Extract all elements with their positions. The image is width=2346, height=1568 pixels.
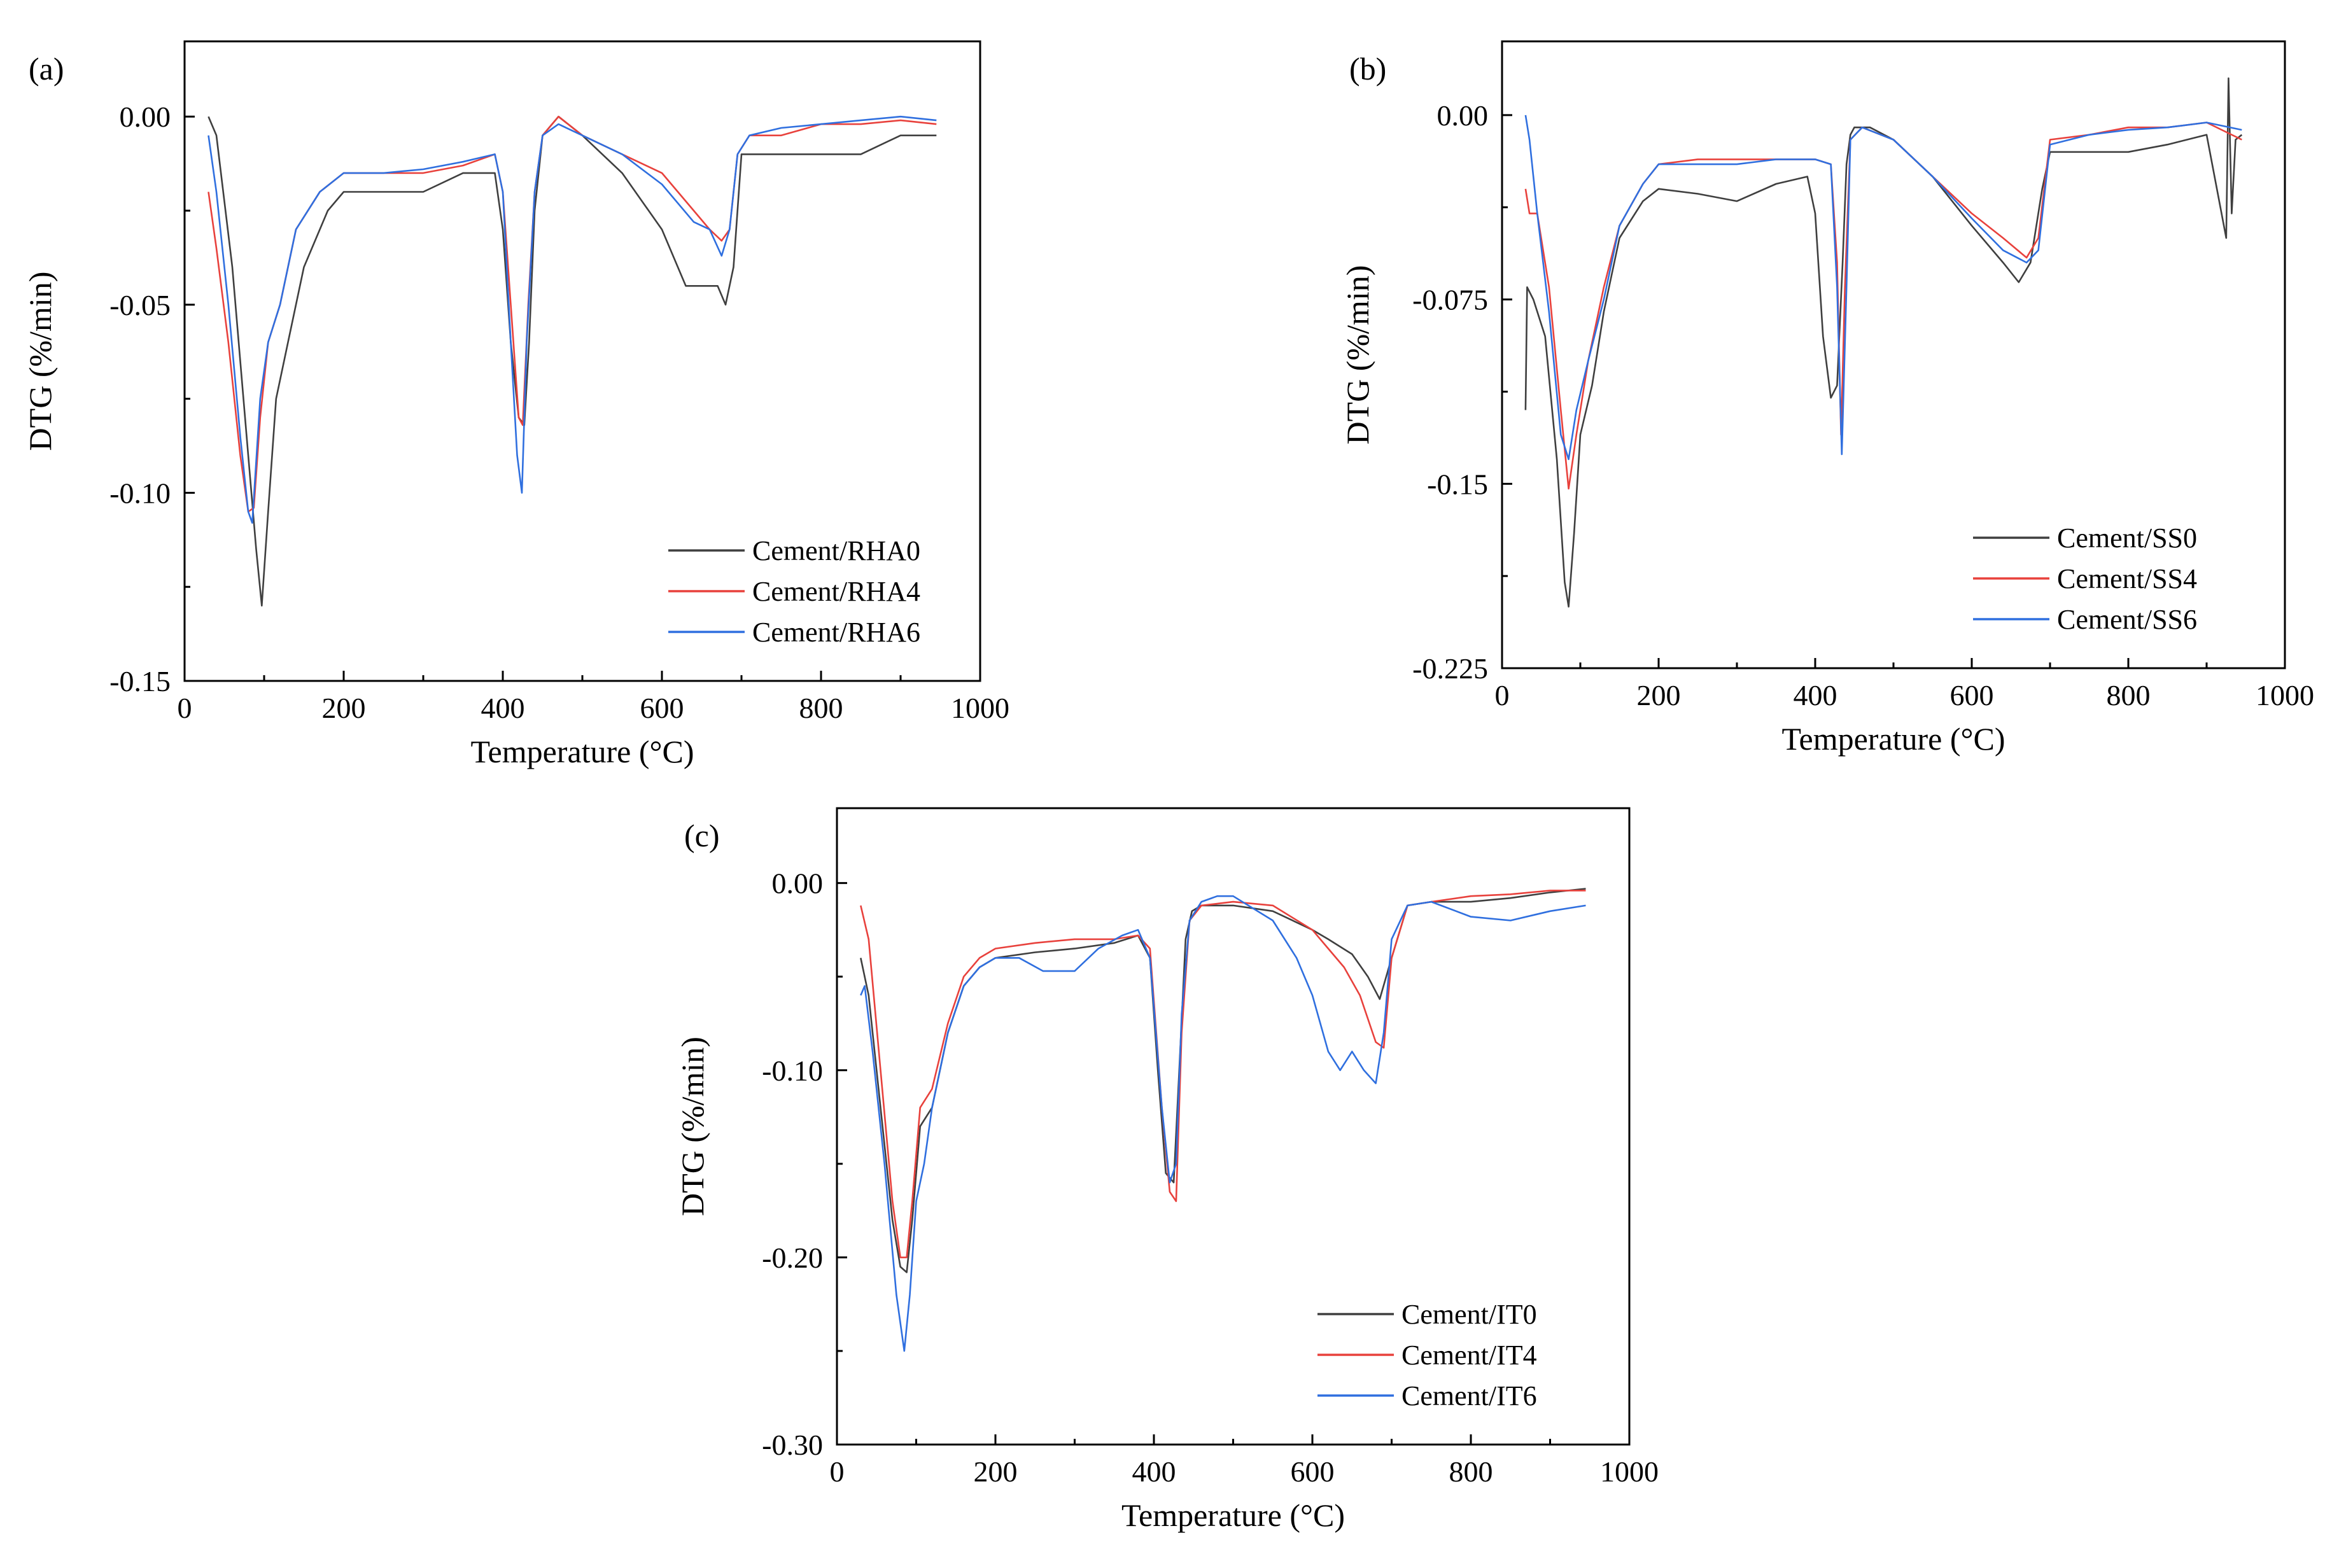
y-tick-label-c-3: -0.30 (762, 1429, 823, 1461)
series-line-cement-rha0 (207, 115, 937, 607)
y-tick-label-a-1: -0.05 (109, 289, 171, 321)
y-axis-title-b: DTG (%/min) (1340, 265, 1375, 445)
x-tick-label-b-4: 800 (2107, 679, 2151, 711)
legend-a: Cement/RHA0 Cement/RHA4 Cement/RHA6 (668, 535, 920, 648)
legend-label-a-0: Cement/RHA0 (752, 535, 920, 566)
legend-label-a-2: Cement/RHA6 (752, 617, 920, 648)
legend-label-c-1: Cement/IT4 (1401, 1340, 1537, 1371)
legend-label-a-1: Cement/RHA4 (752, 576, 920, 607)
series-line-cement-it6 (860, 895, 1586, 1352)
series-line-cement-ss6 (1524, 115, 2242, 460)
series-line-cement-it0 (860, 888, 1586, 1273)
series-line-cement-ss0 (1524, 77, 2243, 608)
y-tick-label-b-3: -0.225 (1412, 652, 1488, 685)
x-tick-label-c-3: 600 (1291, 1455, 1335, 1488)
x-tick-label-a-1: 200 (322, 692, 366, 724)
x-tick-label-c-4: 800 (1449, 1455, 1493, 1488)
legend-label-c-0: Cement/IT0 (1401, 1299, 1537, 1330)
legend-label-b-0: Cement/SS0 (2057, 522, 2197, 554)
y-axis-title-a: DTG (%/min) (22, 272, 58, 451)
y-tick-label-c-1: -0.10 (762, 1054, 823, 1087)
y-tick-label-a-0: 0.00 (120, 101, 171, 133)
series-line-cement-ss4 (1524, 122, 2242, 490)
x-tick-label-a-5: 1000 (951, 692, 1009, 724)
x-tick-label-c-2: 400 (1132, 1455, 1176, 1488)
panel-b: (b) 0 200 400 600 800 1000 0.00 -0.075 -0.15 -0.22… (1340, 40, 2314, 757)
x-tick-label-c-1: 200 (974, 1455, 1018, 1488)
x-tick-label-a-4: 800 (799, 692, 843, 724)
legend-label-b-1: Cement/SS4 (2057, 563, 2197, 594)
panel-label-c: (c) (684, 818, 720, 853)
y-tick-label-a-3: -0.15 (109, 665, 171, 697)
x-tick-label-b-1: 200 (1637, 679, 1681, 711)
panel-label-b: (b) (1349, 51, 1386, 87)
x-tick-label-c-5: 1000 (1600, 1455, 1659, 1488)
y-tick-label-b-1: -0.075 (1412, 284, 1488, 316)
panel-a: (a) 0 200 400 600 800 1000 0.00 -0.05 -0.10 -0.15 T… (22, 40, 1009, 769)
legend-label-c-2: Cement/IT6 (1401, 1380, 1537, 1411)
series-line-cement-it4 (860, 890, 1586, 1259)
y-tick-label-a-2: -0.10 (109, 477, 171, 509)
x-tick-label-b-3: 600 (1950, 679, 1994, 711)
legend-b: Cement/SS0 Cement/SS4 Cement/SS6 (1973, 522, 2197, 635)
y-axis-title-c: DTG (%/min) (675, 1037, 710, 1216)
x-tick-label-a-2: 400 (481, 692, 525, 724)
x-tick-label-b-2: 400 (1794, 679, 1837, 711)
legend-label-b-2: Cement/SS6 (2057, 604, 2197, 635)
x-tick-label-c-0: 0 (830, 1455, 845, 1488)
x-tick-label-a-0: 0 (178, 692, 192, 724)
y-tick-label-b-0: 0.00 (1437, 99, 1489, 132)
panel-label-a: (a) (29, 51, 64, 87)
y-tick-label-c-0: 0.00 (772, 867, 824, 900)
series-line-cement-rha6 (207, 115, 937, 524)
y-tick-label-c-2: -0.20 (762, 1242, 823, 1274)
series-line-cement-rha4 (207, 115, 937, 513)
x-axis-title-b: Temperature (°C) (1781, 721, 2005, 757)
legend-c: Cement/IT0 Cement/IT4 Cement/IT6 (1317, 1299, 1537, 1411)
x-tick-label-b-5: 1000 (2256, 679, 2314, 711)
x-tick-label-b-0: 0 (1495, 679, 1510, 711)
panel-c: (c) 0 200 400 600 800 1000 0.00 -0.10 -0.20 -0.30 T… (675, 807, 1659, 1533)
y-tick-label-b-2: -0.15 (1427, 468, 1488, 500)
x-axis-title-a: Temperature (°C) (470, 734, 694, 769)
x-axis-title-c: Temperature (°C) (1121, 1497, 1345, 1533)
x-tick-label-a-3: 600 (640, 692, 684, 724)
